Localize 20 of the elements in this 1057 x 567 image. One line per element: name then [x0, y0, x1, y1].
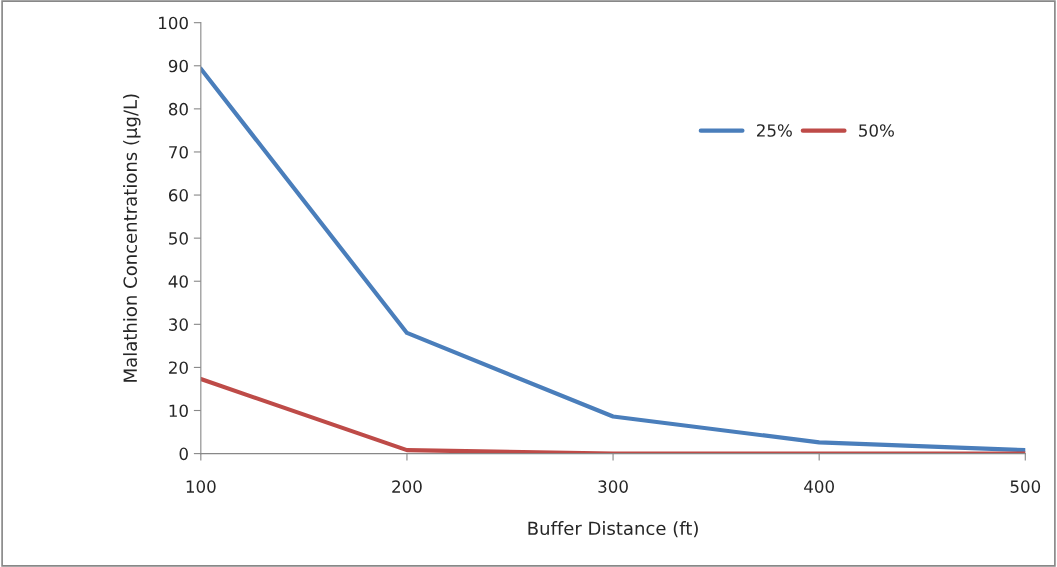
x-tick-label: 100: [186, 480, 216, 493]
y-axis-title: Malathion Concentrations (µg/L): [123, 94, 141, 382]
y-tick-label: 30: [169, 318, 188, 331]
legend-label: 25%: [757, 124, 792, 137]
y-tick-label: 60: [168, 189, 188, 202]
y-tick-label: 100: [159, 16, 188, 30]
y-tick-label: 20: [169, 361, 188, 374]
x-tick-label: 300: [598, 480, 628, 493]
x-tick-label: 400: [804, 480, 834, 493]
y-tick-label: 0: [179, 447, 188, 461]
y-tick-label: 90: [168, 59, 188, 73]
x-tick-label: 500: [1010, 480, 1041, 493]
y-tick-label: 70: [169, 145, 188, 159]
y-tick-label: 80: [168, 102, 188, 116]
y-tick-label: 50: [169, 232, 188, 245]
x-axis-title: Buffer Distance (ft): [528, 521, 698, 538]
y-tick-label: 10: [169, 404, 188, 418]
y-tick-label: 40: [168, 275, 188, 288]
legend-label: 50%: [859, 124, 894, 137]
x-tick-label: 200: [392, 480, 422, 493]
